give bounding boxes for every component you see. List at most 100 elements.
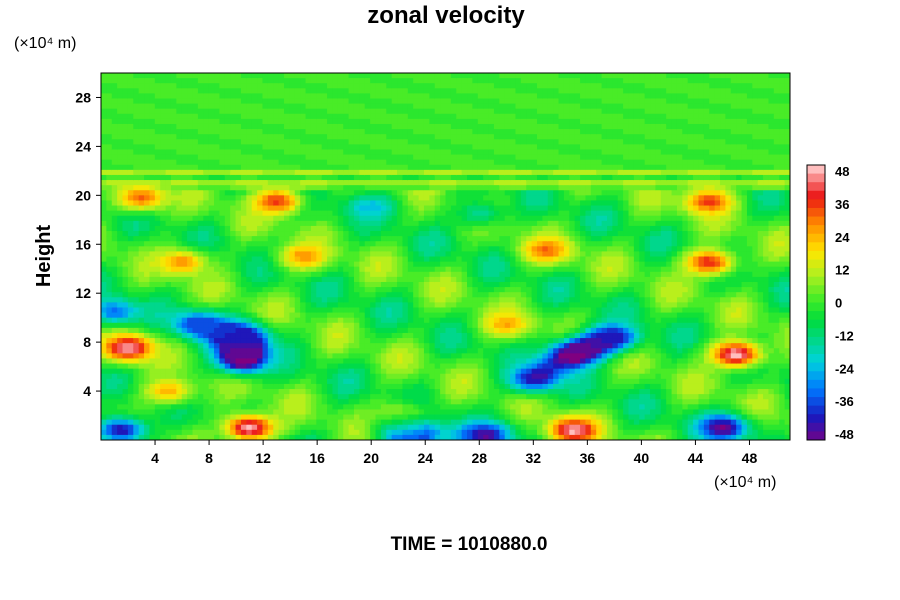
heatmap-cell	[219, 195, 226, 202]
heatmap-cell	[472, 113, 479, 120]
heatmap-cell	[224, 292, 231, 298]
heatmap-cell	[359, 424, 366, 431]
heatmap-cell	[160, 215, 167, 222]
heatmap-cell	[294, 409, 301, 416]
heatmap-cell	[181, 276, 188, 283]
heatmap-cell	[327, 394, 334, 400]
heatmap-cell	[208, 73, 215, 79]
heatmap-cell	[386, 185, 393, 191]
heatmap-cell	[111, 256, 118, 263]
heatmap-cell	[267, 215, 274, 222]
heatmap-cell	[321, 338, 328, 344]
heatmap-cell	[144, 307, 151, 314]
heatmap-cell	[160, 317, 167, 324]
heatmap-cell	[316, 343, 323, 349]
heatmap-cell	[370, 419, 377, 426]
heatmap-cell	[235, 424, 242, 431]
heatmap-cell	[219, 134, 226, 140]
heatmap-cell	[413, 297, 420, 303]
heatmap-cell	[187, 353, 194, 360]
heatmap-cell	[353, 169, 360, 176]
heatmap-cell	[257, 190, 264, 196]
heatmap-cell	[316, 307, 323, 314]
heatmap-cell	[343, 180, 350, 186]
heatmap-cell	[380, 378, 387, 385]
heatmap-cell	[278, 246, 285, 253]
heatmap-cell	[133, 103, 140, 110]
heatmap-cell	[327, 88, 334, 94]
heatmap-cell	[246, 414, 253, 421]
heatmap-cell	[461, 409, 468, 416]
heatmap-cell	[187, 297, 194, 303]
heatmap-cell	[208, 307, 215, 314]
heatmap-cell	[106, 220, 113, 227]
heatmap-cell	[240, 261, 247, 268]
heatmap-cell	[262, 343, 269, 349]
heatmap-cell	[445, 118, 452, 125]
heatmap-cell	[445, 404, 452, 411]
heatmap-cell	[230, 332, 237, 339]
heatmap-cell	[127, 363, 134, 370]
heatmap-cell	[106, 327, 113, 334]
heatmap-cell	[380, 383, 387, 390]
heatmap-cell	[240, 113, 247, 120]
heatmap-cell	[127, 88, 134, 94]
heatmap-cell	[224, 159, 231, 166]
heatmap-cell	[450, 399, 457, 405]
heatmap-cell	[359, 404, 366, 411]
heatmap-cell	[467, 251, 474, 258]
heatmap-cell	[160, 246, 167, 253]
heatmap-cell	[230, 134, 237, 140]
heatmap-cell	[375, 429, 382, 436]
heatmap-cell	[467, 241, 474, 247]
heatmap-cell	[111, 338, 118, 344]
heatmap-cell	[278, 332, 285, 339]
heatmap-cell	[214, 348, 221, 354]
heatmap-cell	[348, 159, 355, 166]
heatmap-cell	[187, 220, 194, 227]
heatmap-cell	[413, 327, 420, 334]
heatmap-cell	[144, 271, 151, 278]
heatmap-cell	[300, 190, 307, 196]
heatmap-cell	[375, 164, 382, 171]
heatmap-cell	[284, 287, 290, 293]
heatmap-cell	[144, 190, 151, 196]
heatmap-cell	[251, 276, 258, 283]
heatmap-cell	[187, 419, 194, 426]
heatmap-cell	[467, 103, 474, 110]
heatmap-cell	[176, 292, 183, 298]
heatmap-cell	[407, 200, 414, 207]
heatmap-cell	[230, 225, 237, 232]
heatmap-cell	[418, 429, 425, 436]
heatmap-cell	[133, 195, 140, 202]
heatmap-cell	[133, 113, 140, 120]
heatmap-cell	[332, 231, 339, 237]
heatmap-cell	[294, 429, 301, 436]
heatmap-cell	[370, 271, 377, 278]
heatmap-cell	[219, 78, 226, 84]
heatmap-cell	[359, 271, 366, 278]
heatmap-cell	[445, 276, 452, 283]
heatmap-cell	[138, 180, 145, 186]
heatmap-cell	[111, 409, 118, 416]
heatmap-cell	[214, 210, 221, 217]
heatmap-cell	[149, 399, 156, 405]
heatmap-cell	[294, 292, 301, 298]
heatmap-cell	[370, 205, 377, 212]
heatmap-cell	[359, 200, 366, 207]
heatmap-cell	[267, 409, 274, 416]
heatmap-cell	[278, 73, 285, 79]
heatmap-cell	[359, 292, 366, 298]
heatmap-cell	[111, 93, 118, 100]
heatmap-cell	[214, 154, 221, 161]
heatmap-cell	[391, 123, 398, 130]
heatmap-cell	[230, 185, 237, 191]
heatmap-cell	[294, 363, 301, 370]
heatmap-cell	[305, 363, 312, 370]
heatmap-cell	[165, 144, 172, 151]
heatmap-cell	[203, 246, 210, 253]
heatmap-cell	[321, 353, 328, 360]
heatmap-cell	[407, 312, 414, 319]
heatmap-cell	[203, 210, 210, 217]
heatmap-cell	[122, 225, 129, 232]
